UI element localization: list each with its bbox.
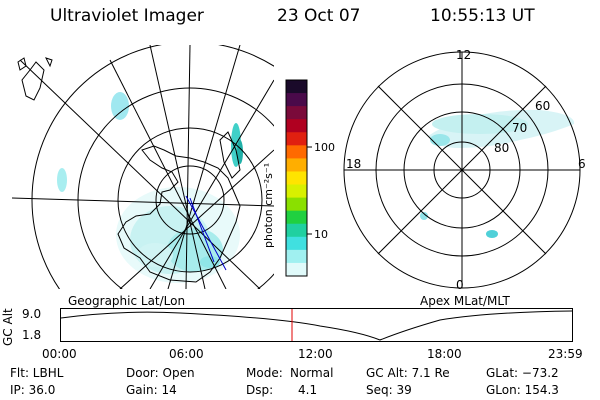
colorbar-segment bbox=[286, 171, 307, 186]
mlt-label-18: 18 bbox=[346, 157, 362, 171]
colorbar-segment bbox=[286, 223, 307, 238]
orbit-track bbox=[185, 195, 227, 271]
polar-map bbox=[343, 51, 581, 289]
colorbar-segment bbox=[286, 249, 307, 264]
glon-info: GLon: 154.3 bbox=[486, 383, 559, 397]
colorbar-unit: photon cm⁻²s⁻¹ bbox=[262, 162, 275, 248]
colorbar-segment bbox=[286, 158, 307, 172]
geographic-label: Geographic Lat/Lon bbox=[68, 294, 186, 308]
mlt-label-6: 6 bbox=[578, 157, 586, 171]
colorbar-segment bbox=[286, 93, 307, 107]
glat-info: GLat: −73.2 bbox=[486, 366, 559, 380]
time-label: 10:55:13 UT bbox=[430, 6, 535, 26]
seq-info: Seq: 39 bbox=[366, 383, 412, 397]
gain-info: Gain: 14 bbox=[126, 383, 177, 397]
ip-info: IP: 36.0 bbox=[10, 383, 56, 397]
colorbar-segment bbox=[286, 236, 307, 251]
lat-label-80: 80 bbox=[494, 141, 510, 155]
lat-label-70: 70 bbox=[512, 121, 528, 135]
time-tick-2359: 23:59 bbox=[548, 347, 583, 361]
gc-alt-info: GC Alt: 7.1 Re bbox=[366, 366, 450, 380]
altitude-axis-label: GC Alt bbox=[1, 308, 15, 346]
colorbar-segment bbox=[286, 80, 307, 94]
mode-value: Normal bbox=[290, 366, 334, 380]
aurora-glow bbox=[57, 92, 243, 283]
filter-info: Flt: LBHL bbox=[10, 366, 64, 380]
lat-label-60: 60 bbox=[535, 99, 551, 113]
colorbar-segment bbox=[286, 145, 307, 159]
altitude-curve bbox=[60, 310, 573, 341]
altitude-plot bbox=[60, 308, 573, 342]
door-info: Door: Open bbox=[126, 366, 195, 380]
colorbar-segment bbox=[286, 119, 307, 133]
time-tick-0000: 00:00 bbox=[42, 347, 77, 361]
aurora-oval bbox=[420, 109, 575, 238]
geographic-map bbox=[12, 45, 274, 289]
colorbar-segment bbox=[286, 132, 307, 146]
instrument-title: Ultraviolet Imager bbox=[50, 6, 204, 26]
mode-label: Mode: bbox=[246, 366, 283, 380]
mlt-label-0: 0 bbox=[456, 278, 464, 292]
colorbar bbox=[285, 79, 312, 277]
colorbar-tick-10: 10 bbox=[314, 228, 328, 241]
dsp-label: Dsp: bbox=[246, 383, 274, 397]
altitude-tick-high: 9.0 bbox=[22, 307, 42, 321]
colorbar-segment bbox=[286, 184, 307, 199]
time-tick-1800: 18:00 bbox=[427, 347, 462, 361]
altitude-tick-low: 1.8 bbox=[22, 328, 42, 342]
mlt-label-12: 12 bbox=[456, 48, 472, 62]
polar-label: Apex MLat/MLT bbox=[420, 294, 510, 308]
colorbar-segment bbox=[286, 197, 307, 212]
time-tick-1200: 12:00 bbox=[298, 347, 333, 361]
colorbar-segment bbox=[286, 262, 307, 277]
time-tick-0600: 06:00 bbox=[169, 347, 204, 361]
colorbar-gradient bbox=[286, 80, 307, 277]
colorbar-segment bbox=[286, 106, 307, 120]
date-label: 23 Oct 07 bbox=[277, 6, 361, 26]
colorbar-tick-100: 100 bbox=[314, 141, 335, 154]
dsp-value: 4.1 bbox=[298, 383, 318, 397]
colorbar-segment bbox=[286, 210, 307, 225]
